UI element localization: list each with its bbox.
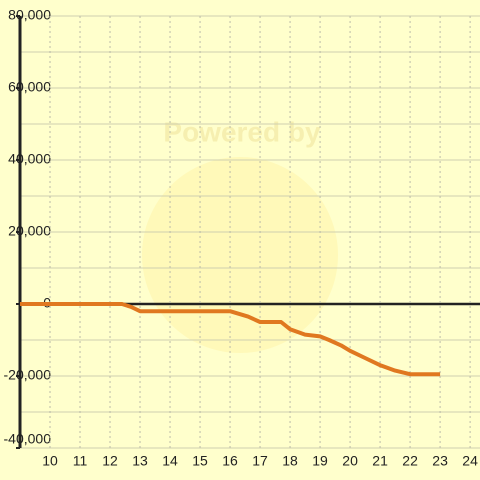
y-tick-label: 80,000 bbox=[8, 7, 51, 23]
data-line bbox=[20, 302, 441, 377]
x-tick-label: 13 bbox=[132, 453, 148, 469]
x-tick-label: 11 bbox=[73, 453, 88, 469]
y-tick-label: -40,000 bbox=[4, 431, 52, 447]
x-tick-label: 14 bbox=[162, 453, 178, 469]
y-tick-label: 40,000 bbox=[8, 151, 51, 167]
y-tick-label: 20,000 bbox=[8, 223, 51, 239]
x-tick-label: 15 bbox=[192, 453, 208, 469]
x-tick-label: 18 bbox=[282, 453, 298, 469]
x-tick-label: 10 bbox=[42, 453, 58, 469]
y-tick-label: 60,000 bbox=[8, 79, 51, 95]
x-tick-label: 21 bbox=[372, 453, 388, 469]
x-tick-label: 24 bbox=[462, 453, 478, 469]
watermark: Powered by bbox=[163, 116, 321, 147]
x-tick-label: 16 bbox=[222, 453, 238, 469]
x-tick-label: 19 bbox=[312, 453, 328, 469]
x-tick-label: 23 bbox=[432, 453, 448, 469]
watermark-logo bbox=[142, 157, 338, 353]
y-tick-label: -20,000 bbox=[4, 367, 52, 383]
x-tick-label: 20 bbox=[342, 453, 358, 469]
x-tick-label: 12 bbox=[102, 453, 118, 469]
x-tick-label: 22 bbox=[402, 453, 418, 469]
x-tick-label: 17 bbox=[252, 453, 268, 469]
